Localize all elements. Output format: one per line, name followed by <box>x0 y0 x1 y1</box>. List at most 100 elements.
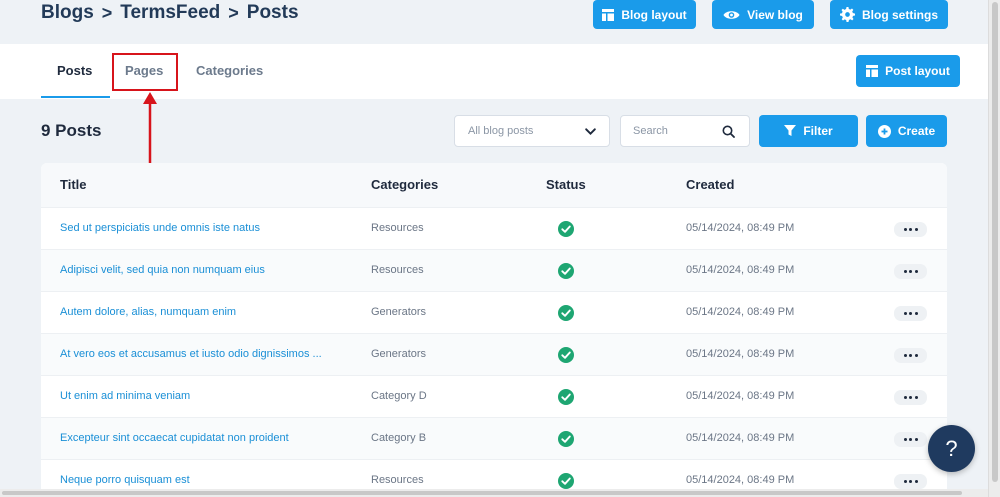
post-created-date: 05/14/2024, 08:49 PM <box>686 306 795 318</box>
more-dots-icon <box>903 396 907 399</box>
view-blog-button[interactable]: View blog <box>712 0 814 29</box>
select-value: All blog posts <box>468 125 534 137</box>
post-layout-button[interactable]: Post layout <box>856 55 960 87</box>
post-category: Resources <box>371 222 424 234</box>
post-title-link[interactable]: Ut enim ad minima veniam <box>60 390 191 402</box>
highlight-box <box>112 53 178 91</box>
column-header-status[interactable]: Status <box>546 177 586 192</box>
filter-button[interactable]: Filter <box>759 115 858 147</box>
table-row: Neque porro quisquam est Resources 05/14… <box>41 459 947 497</box>
search-box <box>620 115 750 147</box>
active-tab-indicator <box>41 96 110 98</box>
post-category: Generators <box>371 348 427 360</box>
column-header-title[interactable]: Title <box>60 177 87 192</box>
more-dots-icon <box>903 354 907 357</box>
row-actions-button[interactable] <box>894 390 927 405</box>
tab-pages[interactable]: Pages <box>125 63 164 78</box>
post-created-date: 05/14/2024, 08:49 PM <box>686 390 795 402</box>
more-dots-icon <box>903 270 907 273</box>
more-dots-icon <box>914 354 918 357</box>
post-created-date: 05/14/2024, 08:49 PM <box>686 432 795 444</box>
more-dots-icon <box>903 228 907 231</box>
more-dots-icon <box>909 354 912 357</box>
row-actions-button[interactable] <box>894 222 927 237</box>
tab-posts[interactable]: Posts <box>57 63 93 78</box>
row-actions-button[interactable] <box>894 432 927 447</box>
horizontal-scrollbar[interactable] <box>0 489 988 497</box>
chevron-down-icon <box>585 128 596 136</box>
create-label: Create <box>897 124 936 138</box>
check-circle-icon <box>558 305 574 321</box>
search-icon[interactable] <box>722 125 735 138</box>
table-row: At vero eos et accusamus et iusto odio d… <box>41 333 947 375</box>
search-input[interactable] <box>633 125 729 137</box>
layout-icon <box>866 65 879 77</box>
vertical-scroll-thumb[interactable] <box>992 2 998 482</box>
blog-settings-button[interactable]: Blog settings <box>830 0 948 29</box>
table-row: Adipisci velit, sed quia non numquam eiu… <box>41 249 947 291</box>
breadcrumb-posts: Posts <box>246 2 299 23</box>
view-blog-label: View blog <box>747 7 803 22</box>
check-circle-icon <box>558 221 574 237</box>
more-dots-icon <box>914 270 918 273</box>
row-actions-button[interactable] <box>894 348 927 363</box>
table-header: Title Categories Status Created <box>41 163 947 207</box>
post-title-link[interactable]: Neque porro quisquam est <box>60 474 190 486</box>
blog-layout-button[interactable]: Blog layout <box>593 0 696 29</box>
table-row: Sed ut perspiciatis unde omnis iste natu… <box>41 207 947 249</box>
more-dots-icon <box>903 438 907 441</box>
more-dots-icon <box>903 312 907 315</box>
column-header-created[interactable]: Created <box>686 177 735 192</box>
more-dots-icon <box>909 438 912 441</box>
post-created-date: 05/14/2024, 08:49 PM <box>686 348 795 360</box>
more-dots-icon <box>914 228 918 231</box>
posts-table: Title Categories Status Created Sed ut p… <box>41 163 947 497</box>
row-actions-button[interactable] <box>894 474 927 489</box>
check-circle-icon <box>558 473 574 489</box>
more-dots-icon <box>903 480 907 483</box>
post-title-link[interactable]: At vero eos et accusamus et iusto odio d… <box>60 348 322 360</box>
table-row: Autem dolore, alias, numquam enim Genera… <box>41 291 947 333</box>
breadcrumb: Blogs > TermsFeed > Posts <box>41 2 299 24</box>
post-title-link[interactable]: Autem dolore, alias, numquam enim <box>60 306 237 318</box>
check-circle-icon <box>558 389 574 405</box>
more-dots-icon <box>909 480 912 483</box>
more-dots-icon <box>909 228 912 231</box>
post-category: Resources <box>371 474 424 486</box>
row-actions-button[interactable] <box>894 264 927 279</box>
blog-layout-label: Blog layout <box>621 7 687 22</box>
plus-circle-icon <box>877 124 891 138</box>
more-dots-icon <box>914 396 918 399</box>
filter-icon <box>784 125 797 136</box>
more-dots-icon <box>909 396 912 399</box>
horizontal-scroll-thumb[interactable] <box>2 491 962 495</box>
tab-categories[interactable]: Categories <box>196 63 264 78</box>
row-actions-button[interactable] <box>894 306 927 321</box>
top-bar: Blogs > TermsFeed > Posts Blog layout Vi… <box>0 0 1000 44</box>
post-created-date: 05/14/2024, 08:49 PM <box>686 474 795 486</box>
post-title-link[interactable]: Excepteur sint occaecat cupidatat non pr… <box>60 432 289 444</box>
create-button[interactable]: Create <box>866 115 947 147</box>
posts-count-title: 9 Posts <box>41 121 102 140</box>
more-dots-icon <box>914 312 918 315</box>
check-circle-icon <box>558 347 574 363</box>
blog-posts-select[interactable]: All blog posts <box>454 115 610 147</box>
post-title-link[interactable]: Adipisci velit, sed quia non numquam eiu… <box>60 264 265 276</box>
post-title-link[interactable]: Sed ut perspiciatis unde omnis iste natu… <box>60 222 260 234</box>
table-row: Excepteur sint occaecat cupidatat non pr… <box>41 417 947 459</box>
column-header-categories[interactable]: Categories <box>371 177 439 192</box>
post-layout-label: Post layout <box>885 64 950 78</box>
breadcrumb-blogs[interactable]: Blogs <box>41 2 94 23</box>
table-row: Ut enim ad minima veniam Category D 05/1… <box>41 375 947 417</box>
post-category: Category B <box>371 432 427 444</box>
post-category: Generators <box>371 306 427 318</box>
help-button[interactable]: ? <box>928 425 975 472</box>
filter-label: Filter <box>803 124 833 138</box>
post-category: Resources <box>371 264 424 276</box>
breadcrumb-separator: > <box>228 2 239 23</box>
breadcrumb-separator: > <box>101 2 113 23</box>
vertical-scrollbar[interactable] <box>988 0 1000 497</box>
blog-settings-label: Blog settings <box>861 7 938 22</box>
breadcrumb-termsfeed[interactable]: TermsFeed <box>120 2 221 23</box>
eye-icon <box>723 10 740 19</box>
